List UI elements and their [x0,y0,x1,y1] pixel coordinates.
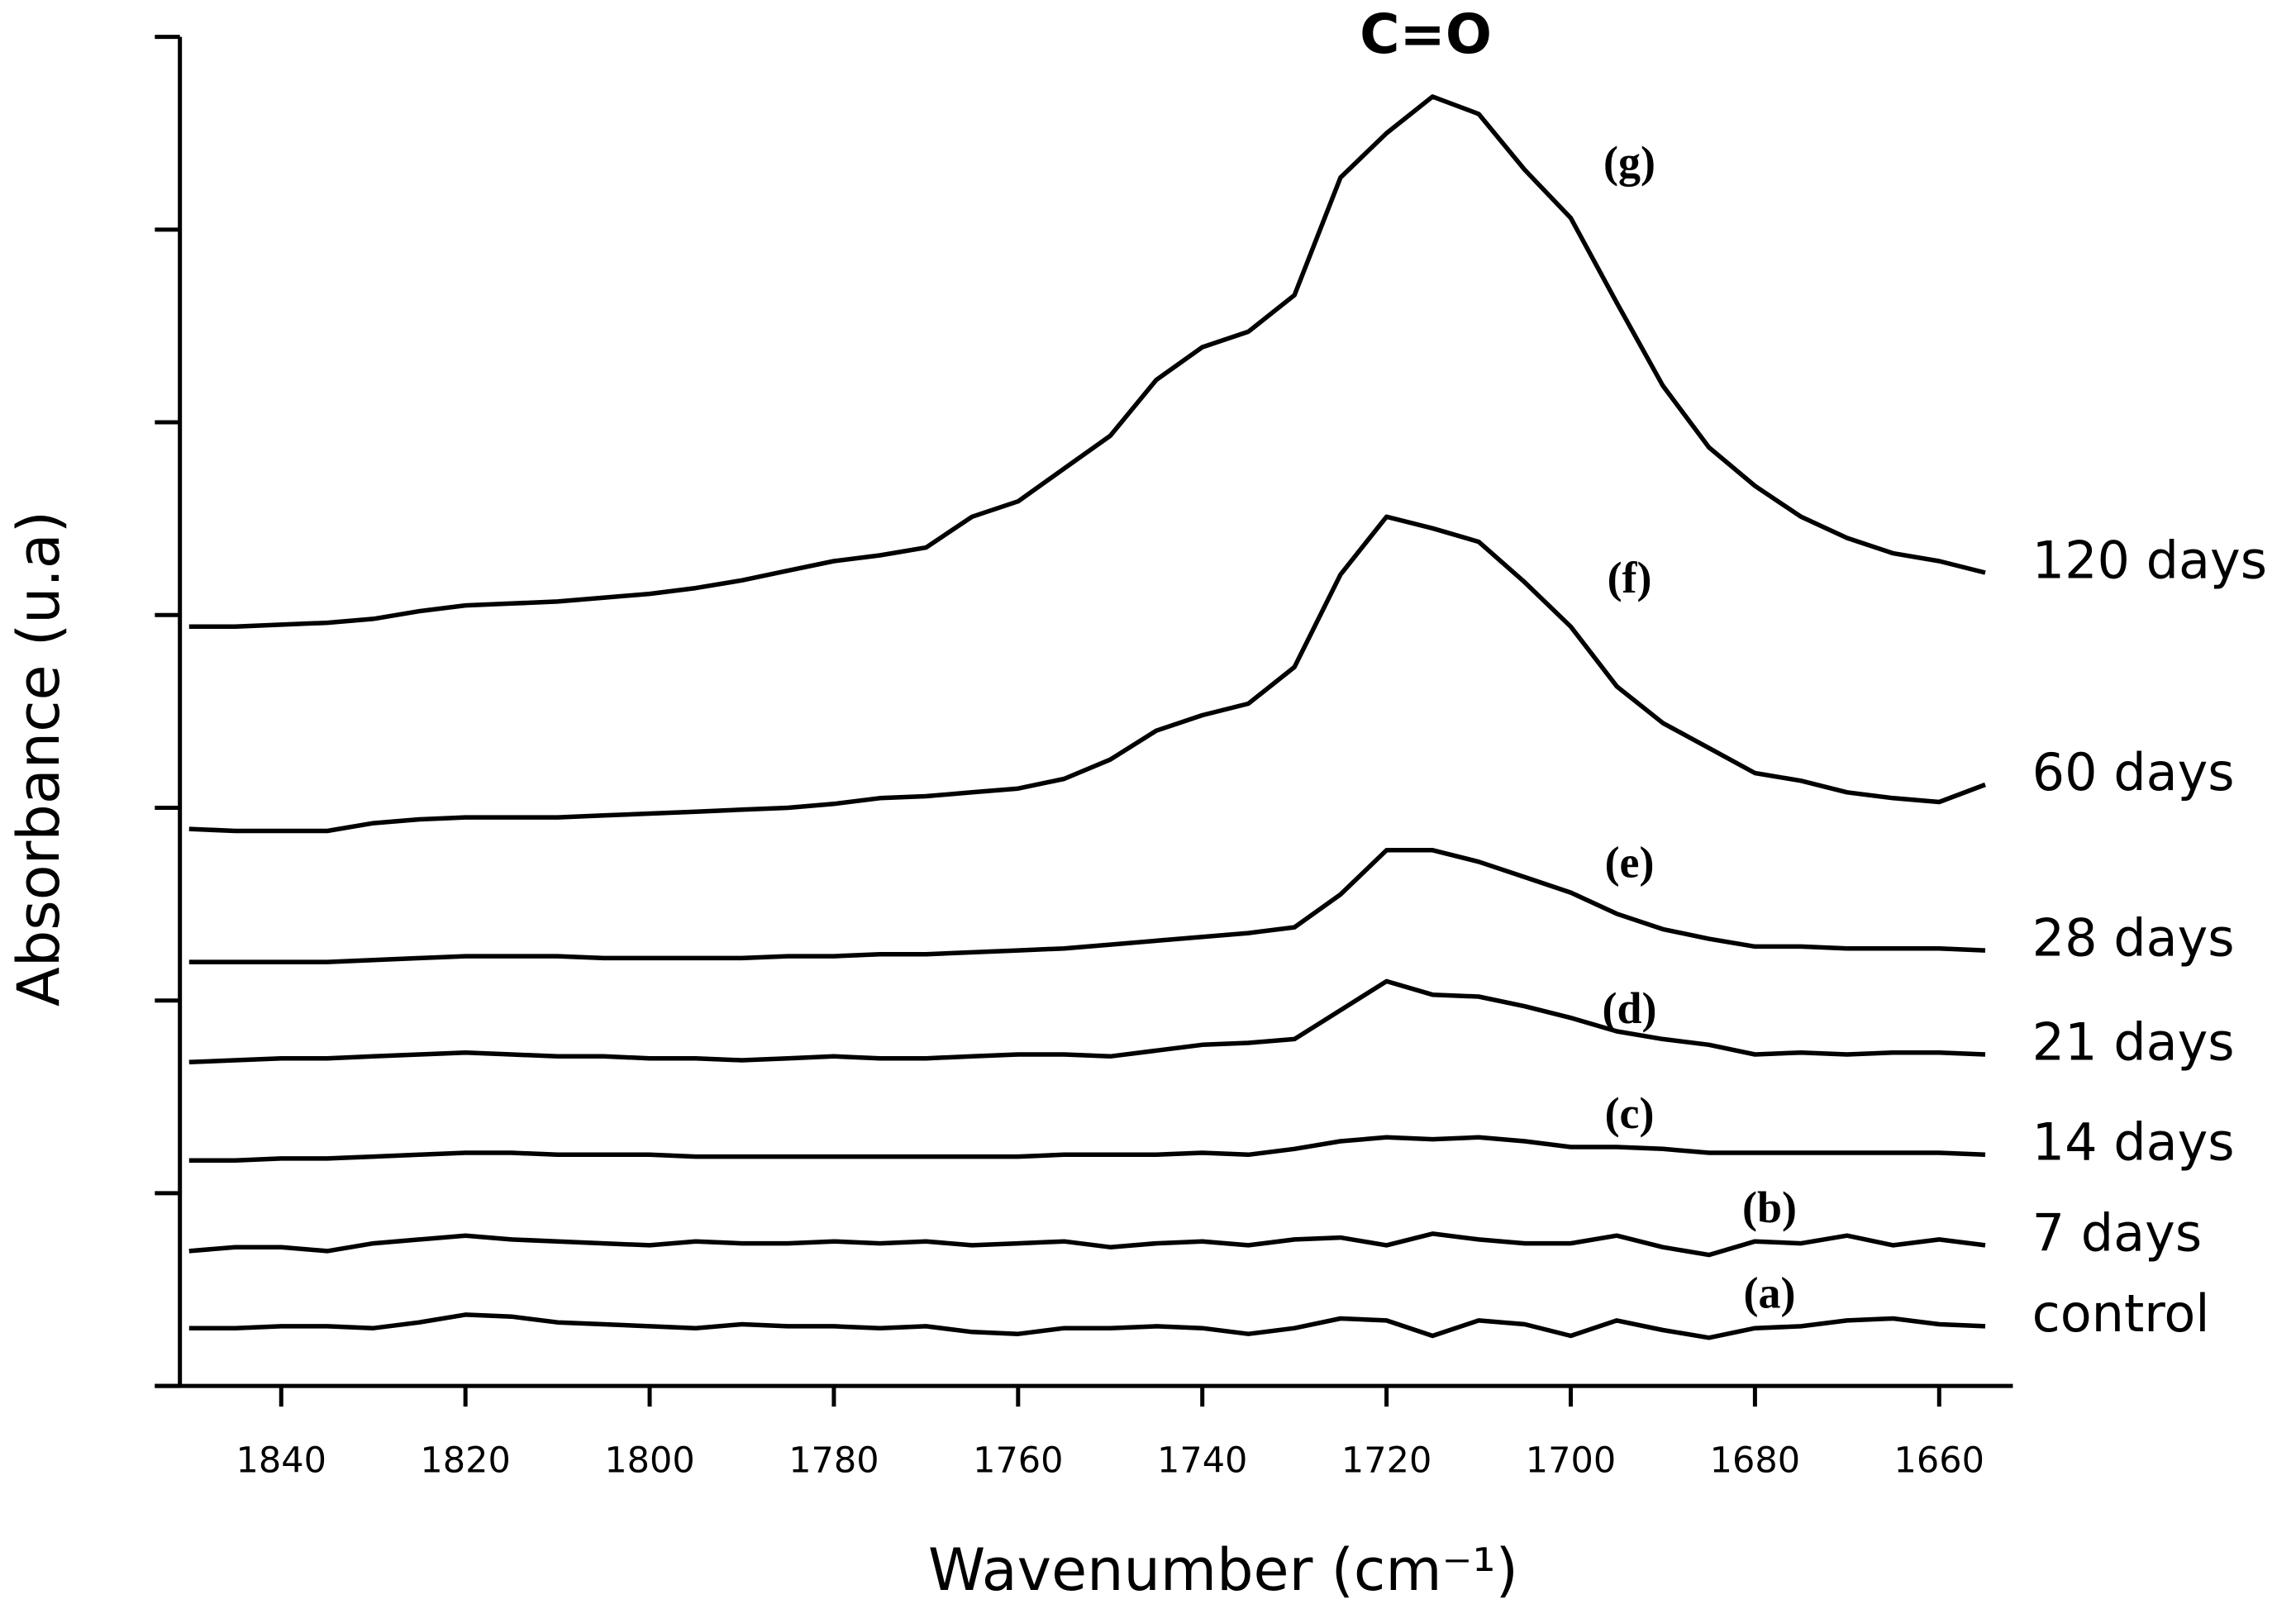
spectrum-line [188,848,1986,964]
series-label: 60 days [2032,742,2235,802]
spectrum-line [188,1135,1986,1164]
x-tick-label: 1840 [236,1440,326,1481]
series-label: 120 days [2032,530,2267,590]
x-tick-label: 1660 [1894,1440,1984,1481]
series-label: 14 days [2032,1112,2235,1173]
series-label: control [2032,1283,2210,1344]
series-tag: (e) [1605,838,1655,888]
spectrum-line [188,1231,1986,1258]
spectrum-line [188,94,1986,630]
x-tick-label: 1800 [604,1440,694,1481]
spectrum-line [188,514,1986,834]
x-tick-label: 1720 [1341,1440,1431,1481]
x-tick-label: 1700 [1526,1440,1616,1481]
spectrum-line [188,978,1986,1065]
x-tick-label: 1680 [1710,1440,1800,1481]
series-tag: (d) [1603,983,1657,1033]
annotation: C=O [1360,2,1492,66]
series-tag: (b) [1742,1183,1797,1232]
series-tag: (c) [1605,1088,1655,1138]
series-label: 21 days [2032,1011,2235,1072]
series-tag: (a) [1744,1268,1796,1317]
spectrum-line [188,1312,1986,1340]
series-label: 7 days [2032,1202,2203,1263]
x-axis-title: Wavenumber (cm⁻¹) [928,1536,1518,1604]
x-tick-label: 1780 [788,1440,879,1481]
series-tag: (f) [1608,553,1652,602]
series-label: 28 days [2032,907,2235,968]
x-tick-label: 1820 [420,1440,510,1481]
series-tag: (g) [1603,137,1655,187]
y-axis-title: Absorbance (u.a) [5,511,73,1007]
x-tick-label: 1760 [973,1440,1063,1481]
x-tick-label: 1740 [1157,1440,1247,1481]
